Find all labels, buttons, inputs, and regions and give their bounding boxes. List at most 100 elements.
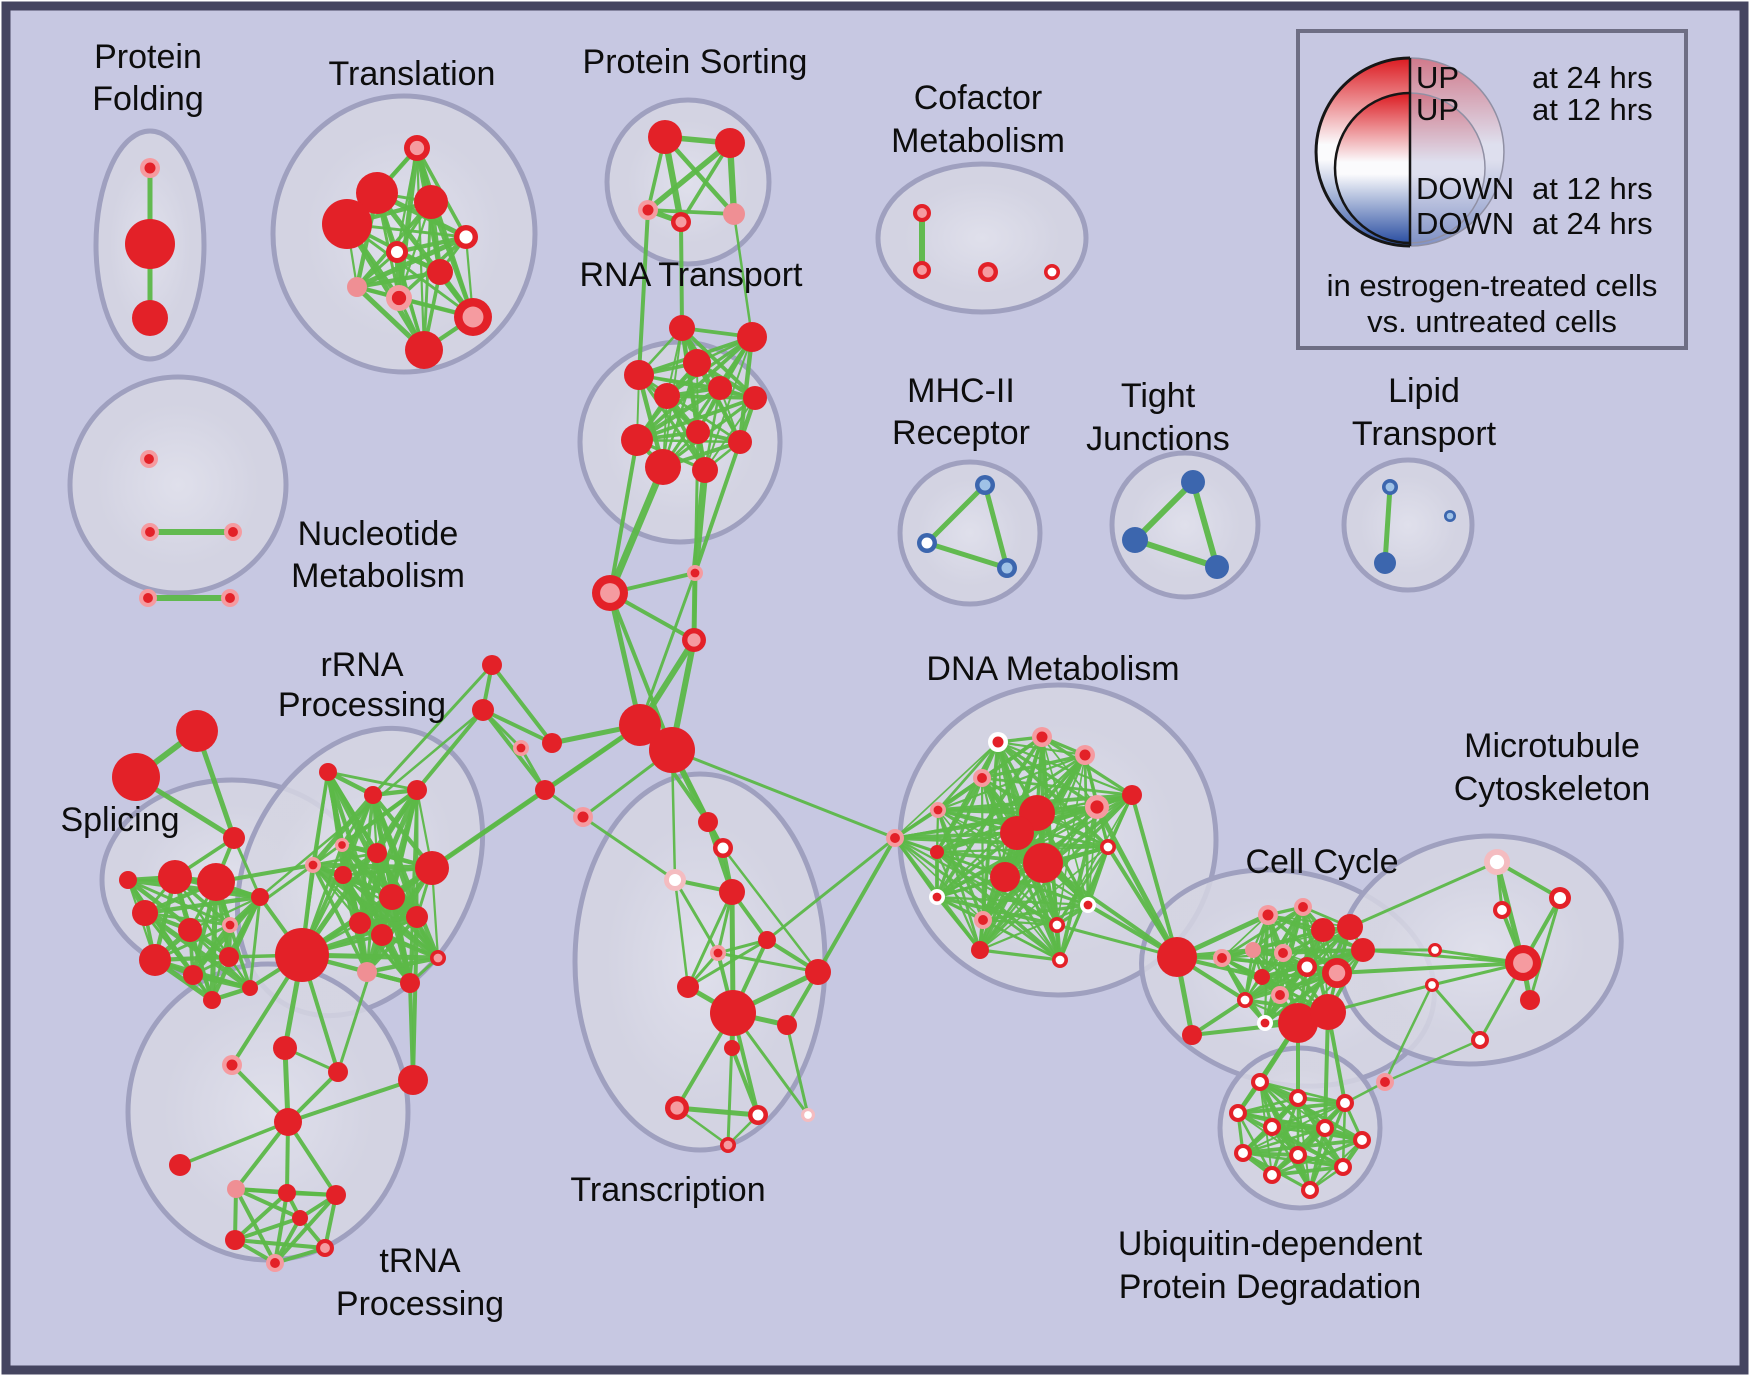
cluster-label-nucleotide: Nucleotide [298, 515, 459, 553]
interaction-edge [1220, 905, 1305, 960]
interaction-edge [345, 222, 475, 319]
gene-node [710, 990, 756, 1036]
interaction-edge [1243, 971, 1339, 1002]
cluster-label-ubiquitin: Ubiquitin-dependent [1118, 1225, 1423, 1263]
gene-node [805, 959, 831, 985]
interaction-edge [721, 846, 820, 974]
interaction-edge [670, 748, 897, 840]
gene-node [1023, 843, 1063, 883]
gene-node-core [1079, 749, 1091, 761]
cluster-ellipse-nucleotide [67, 374, 289, 596]
interaction-edge [1220, 956, 1339, 975]
interaction-edge [1220, 956, 1330, 1014]
interaction-edge [1270, 1165, 1345, 1177]
interaction-edge [125, 877, 263, 900]
interaction-edge [1528, 896, 1562, 1002]
interaction-edge [924, 482, 988, 546]
interaction-edge [354, 234, 469, 290]
gene-node-core [225, 593, 235, 603]
gene-node-core [978, 915, 988, 925]
gene-node [367, 843, 387, 863]
legend-inner-outline-right [1409, 92, 1486, 244]
gene-node-core [390, 245, 404, 259]
gene-node-core [1298, 902, 1308, 912]
gene-node-core [1083, 900, 1093, 910]
interaction-edge [1308, 1101, 1347, 1192]
gene-node-core [228, 527, 238, 537]
gene-node [406, 906, 428, 928]
gene-node [132, 300, 168, 336]
gene-node-core [1293, 1150, 1303, 1160]
interaction-edge [935, 895, 1059, 927]
gene-node [125, 219, 175, 269]
gene-node [227, 1180, 245, 1198]
interaction-edge [415, 708, 485, 792]
interaction-edge [732, 212, 754, 339]
interaction-edge [816, 836, 897, 974]
interaction-edge [1015, 831, 1062, 962]
gene-node-core [1255, 1077, 1265, 1087]
gene-node [715, 128, 745, 158]
gene-node [1122, 527, 1148, 553]
cluster-label-microtubule: Cytoskeleton [1454, 770, 1651, 808]
gene-node-core [1293, 1093, 1303, 1103]
gene-node [686, 420, 710, 444]
gene-node [1245, 942, 1261, 958]
gene-node-core [1475, 1035, 1485, 1045]
interaction-edge [980, 776, 1134, 797]
gene-node-core [143, 593, 153, 603]
gene-node-core [979, 479, 991, 491]
gene-node-core [933, 805, 943, 815]
interaction-edge [673, 878, 690, 989]
interaction-edge [679, 141, 732, 224]
cluster-labels: Protein Folding Translation Protein Sorting… [60, 38, 1650, 1323]
interaction-edge [935, 895, 1090, 907]
gene-node-core [1238, 1148, 1248, 1158]
gene-node [158, 860, 192, 894]
cluster-label-translation: Translation [329, 55, 496, 93]
gene-node [197, 863, 235, 901]
interaction-edge [1190, 998, 1247, 1037]
legend-row-time-0: at 24 hrs [1532, 60, 1653, 95]
interaction-edge [1055, 923, 1179, 959]
interaction-edge [686, 938, 769, 989]
interaction-edge [980, 753, 1087, 780]
interaction-edge [637, 373, 707, 472]
interaction-edge [188, 895, 262, 932]
legend-row-label-2: DOWN [1416, 171, 1514, 206]
interaction-edge [1361, 948, 1525, 965]
interaction-edge [935, 831, 1019, 899]
gene-node [326, 1185, 346, 1205]
interaction-edge [936, 740, 1000, 812]
gene-node-core [1338, 1162, 1348, 1172]
gene-node-core [308, 860, 318, 870]
gene-node-core [1275, 990, 1285, 1000]
interaction-edge [1132, 479, 1196, 543]
gene-node [178, 918, 202, 942]
legend-inner-outline-left [1333, 91, 1411, 245]
gene-node [400, 973, 420, 993]
cluster-label-protein_folding: Protein [94, 38, 202, 76]
gene-node-core [932, 892, 942, 902]
interaction-edge [1323, 1010, 1330, 1130]
interaction-edge [924, 540, 1010, 571]
interaction-edge [1130, 793, 1179, 959]
gene-node [275, 928, 329, 982]
gene-node [1374, 552, 1396, 574]
cluster-label-rna_transport: RNA Transport [580, 256, 804, 294]
interaction-edges [125, 133, 1562, 1265]
interaction-edge [326, 770, 419, 792]
cluster-ellipse-cofactor [875, 161, 1089, 315]
gene-node [176, 710, 218, 752]
gene-node [371, 924, 393, 946]
gene-node [274, 1108, 302, 1136]
interaction-edge [228, 863, 315, 927]
interaction-edge [661, 335, 754, 469]
gene-node [743, 386, 767, 410]
gene-node-core [1262, 909, 1274, 921]
gene-node-core [1305, 1185, 1315, 1195]
interaction-edge [1041, 861, 1179, 959]
interaction-edge [996, 740, 1099, 809]
interaction-edge [273, 1191, 289, 1265]
interaction-edge [286, 1078, 415, 1124]
